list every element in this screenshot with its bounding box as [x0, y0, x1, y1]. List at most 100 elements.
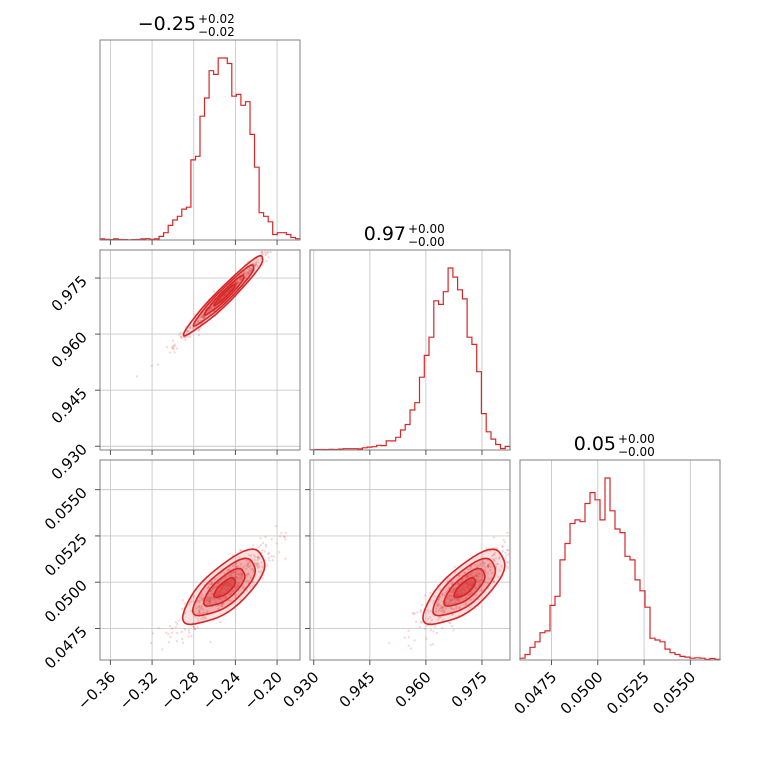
- pair-p0-p2-sample: [161, 648, 164, 651]
- ytick-label-p2-1: 0.0500: [41, 576, 91, 626]
- pair-p0-p2-sample: [249, 576, 253, 579]
- pair-p0-p2-sample: [206, 602, 209, 606]
- pair-p0-p2-sample: [192, 625, 195, 628]
- pair-p1-p2-sample: [409, 647, 413, 650]
- pair-p1-p2-sample: [457, 583, 460, 586]
- pair-p0-p2-sample: [200, 607, 203, 610]
- pair-p1-p2-sample: [436, 602, 439, 605]
- pair-p1-p2-sample: [446, 597, 449, 601]
- ytick-label-p2-3: 0.0550: [41, 484, 91, 534]
- pair-p1-p2-sample: [496, 547, 499, 550]
- pair-p0-p2-sample: [198, 595, 202, 599]
- pair-p0-p1-sample: [197, 328, 201, 331]
- pair-p0-p1-sample: [249, 269, 253, 273]
- pair-p0-p2-sample: [232, 565, 235, 568]
- pair-p0-p2-sample: [256, 558, 259, 562]
- pair-p1-p2-sample: [489, 565, 493, 568]
- pair-p1-p2-sample: [475, 577, 478, 581]
- pair-p0-p2-sample: [151, 632, 155, 635]
- pair-p1-p2-sample: [455, 606, 458, 610]
- pair-p0-p2-sample: [228, 581, 231, 585]
- pair-p0-p2-sample: [220, 605, 223, 608]
- pair-p0-p2-sample: [180, 630, 183, 634]
- pair-p0-p2-sample: [219, 597, 222, 600]
- pair-p1-p2-sample: [506, 548, 509, 552]
- pair-p1-p2-sample: [468, 606, 472, 609]
- pair-p1-p2-sample: [494, 557, 498, 560]
- pair-p1-p2-sample: [415, 620, 418, 623]
- pair-p0-p2-sample: [234, 575, 238, 578]
- pair-p0-p1-sample: [188, 326, 192, 330]
- pair-p0-p2-sample: [206, 598, 209, 602]
- pair-p0-p1-sample: [243, 272, 246, 275]
- pair-p0-p2-sample: [253, 555, 256, 559]
- pair-p1-p2-sample: [486, 581, 490, 585]
- pair-p1-p2-sample: [448, 594, 451, 598]
- pair-p0-p2-sample: [229, 573, 233, 577]
- pair-p0-p2-sample: [246, 563, 249, 566]
- pair-p1-p2-sample: [455, 594, 459, 597]
- pair-p1-p2-sample: [462, 587, 466, 591]
- pair-p0-p1-sample: [178, 333, 181, 336]
- pair-p0-p2-sample: [245, 579, 248, 583]
- pair-p0-p2-sample: [271, 559, 274, 562]
- pair-p1-p2-sample: [507, 549, 510, 552]
- pair-p0-p2-sample: [190, 634, 193, 638]
- pair-p1-p2-sample: [478, 564, 481, 567]
- pair-p1-p2-sample: [432, 630, 435, 633]
- pair-p0-p1-sample: [255, 263, 258, 267]
- pair-p0-p1-sample: [179, 335, 183, 338]
- title-p2-minus: −0.00: [618, 445, 655, 459]
- pair-p1-p2-sample: [407, 636, 411, 639]
- pair-p0-p1-sample: [249, 269, 252, 273]
- pair-p0-p2-sample: [236, 565, 239, 568]
- pair-p0-p2-sample: [256, 555, 260, 559]
- pair-p1-p2-sample: [449, 606, 452, 609]
- pair-p1-p2-sample: [464, 575, 467, 579]
- pair-p0-p2-sample: [188, 631, 191, 634]
- pair-p0-p1-sample: [265, 259, 268, 263]
- pair-p1-p2-sample: [425, 637, 428, 640]
- pair-p0-p1-sample: [173, 343, 176, 346]
- pair-p0-p2-sample: [202, 618, 205, 621]
- pair-p1-p2-sample: [429, 591, 432, 594]
- pair-p0-p2-sample: [226, 584, 229, 587]
- pair-p0-p2-sample: [251, 584, 254, 588]
- pair-p0-p1-sample: [223, 293, 226, 297]
- pair-p0-p2-sample: [231, 578, 234, 581]
- pair-p0-p2-sample: [221, 584, 224, 587]
- pair-p0-p2-sample: [196, 617, 199, 620]
- pair-p1-p2-sample: [419, 621, 422, 624]
- pair-p0-p2-sample: [216, 582, 220, 585]
- ytick-label-p2-2: 0.0525: [41, 530, 91, 580]
- pair-p1-p2-sample: [459, 593, 463, 596]
- pair-p0-p2-sample: [214, 593, 218, 597]
- pair-p1-p2-sample: [420, 603, 424, 607]
- pair-p0-p1-sample: [237, 281, 240, 285]
- pair-p0-p2-sample: [193, 627, 196, 631]
- pair-p1-p2-sample: [470, 581, 473, 584]
- title-p0-value: −0.25: [138, 13, 196, 35]
- pair-p0-p2-sample: [219, 597, 222, 600]
- pair-p1-p2-sample: [447, 601, 450, 604]
- pair-p1-p2-sample: [461, 592, 464, 595]
- pair-p0-p2-sample: [247, 565, 250, 569]
- pair-p0-p2-sample: [230, 590, 233, 593]
- pair-p1-p2-sample: [437, 603, 440, 606]
- pair-p0-p2-sample: [230, 584, 234, 587]
- pair-p0-p2-sample: [219, 593, 223, 596]
- pair-p0-p2-sample: [209, 640, 212, 644]
- pair-p0-p2-sample: [214, 577, 217, 581]
- pair-p1-p2-sample: [437, 598, 440, 601]
- pair-p1-p2-sample: [503, 541, 507, 544]
- pair-p0-p2-sample: [210, 583, 213, 586]
- pair-p1-p2-sample: [506, 531, 509, 534]
- pair-p1-p2-sample: [447, 597, 450, 600]
- pair-p1-p2-sample: [474, 574, 478, 577]
- pair-p0-p2-sample: [197, 600, 201, 604]
- pair-p1-p2-contour-0: [422, 548, 506, 626]
- pair-p0-p2-sample: [192, 595, 195, 598]
- pair-p0-p2-sample: [230, 579, 233, 582]
- pair-p0-p1-sample: [222, 295, 225, 299]
- pair-p0-p2-sample: [236, 582, 239, 585]
